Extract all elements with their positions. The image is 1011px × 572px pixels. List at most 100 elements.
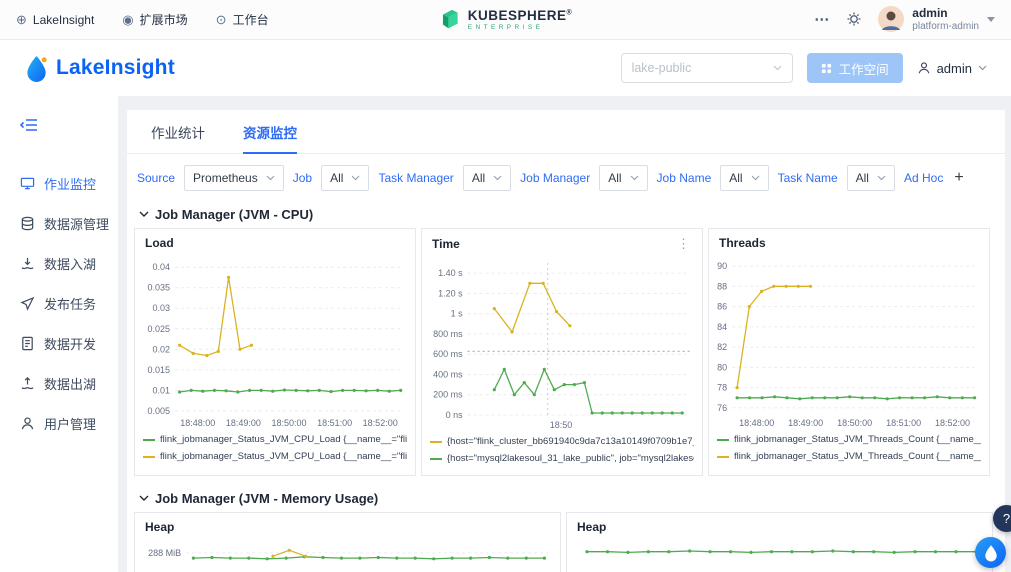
time-chart-legend: {host="flink_cluster_bb691940c9da7c13a10… bbox=[422, 431, 702, 475]
sidebar-item-label: 数据入湖 bbox=[44, 254, 96, 273]
legend-label: {host="flink_cluster_bb691940c9da7c13a10… bbox=[447, 436, 694, 447]
svg-text:0.025: 0.025 bbox=[147, 324, 170, 334]
svg-text:200 ms: 200 ms bbox=[433, 390, 463, 400]
menu-fold-icon bbox=[20, 118, 38, 132]
task-name-select[interactable]: All bbox=[847, 165, 895, 191]
person-icon bbox=[917, 61, 931, 75]
legend-item[interactable]: flink_jobmanager_Status_JVM_CPU_Load {__… bbox=[143, 431, 407, 448]
tab-job-statistics[interactable]: 作业统计 bbox=[151, 110, 205, 153]
job-manager-label: Job Manager bbox=[520, 171, 590, 185]
header-user-menu[interactable]: admin bbox=[917, 61, 987, 76]
lakeinsight-app-icon: ⊕ bbox=[16, 13, 27, 26]
main-content: 作业统计 资源监控 Source Prometheus Job All Task… bbox=[118, 96, 1011, 572]
task-manager-label: Task Manager bbox=[378, 171, 453, 185]
sidebar-item-label: 发布任务 bbox=[44, 294, 96, 313]
topnav-lakeinsight[interactable]: ⊕ LakeInsight bbox=[16, 13, 94, 27]
topnav-extension-market[interactable]: ◉ 扩展市场 bbox=[122, 11, 187, 28]
sidebar-collapse-button[interactable] bbox=[20, 118, 38, 137]
header-user-label: admin bbox=[937, 61, 972, 76]
lakeinsight-logo: LakeInsight bbox=[24, 54, 175, 83]
chart-title-threads: Threads bbox=[719, 236, 766, 250]
sidebar-item-data-out-of-lake[interactable]: 数据出湖 bbox=[0, 363, 118, 403]
topnav-workbench[interactable]: ⊙ 工作台 bbox=[216, 11, 269, 28]
topbar-nav: ⊕ LakeInsight ◉ 扩展市场 ⊙ 工作台 bbox=[16, 11, 269, 28]
svg-text:1.40 s: 1.40 s bbox=[438, 268, 463, 278]
legend-item[interactable]: flink_jobmanager_Status_JVM_Threads_Coun… bbox=[717, 431, 981, 448]
legend-item[interactable]: {host="flink_cluster_bb691940c9da7c13a10… bbox=[430, 433, 694, 450]
chevron-down-icon bbox=[351, 175, 360, 181]
task-manager-select[interactable]: All bbox=[463, 165, 511, 191]
brand-name: KUBESPHERE® bbox=[468, 9, 572, 23]
avatar bbox=[878, 6, 904, 32]
monitoring-card: 作业统计 资源监控 Source Prometheus Job All Task… bbox=[127, 110, 1005, 572]
legend-item[interactable]: flink_jobmanager_Status_JVM_Threads_Coun… bbox=[717, 448, 981, 465]
user-name: admin bbox=[912, 6, 979, 20]
job-name-select[interactable]: All bbox=[720, 165, 768, 191]
cpu-charts-row: Load 0.040.0350.030.0250.020.0150.010.00… bbox=[127, 228, 1005, 476]
chevron-down-icon bbox=[751, 175, 760, 181]
svg-text:18:49:00: 18:49:00 bbox=[226, 418, 261, 428]
topnav-label: 工作台 bbox=[233, 11, 269, 28]
chevron-down-icon bbox=[139, 211, 149, 218]
chart-menu-button[interactable]: ⋮ bbox=[675, 236, 692, 252]
sidebar-item-label: 数据出湖 bbox=[44, 374, 96, 393]
legend-label: flink_jobmanager_Status_JVM_Threads_Coun… bbox=[734, 434, 981, 445]
job-manager-select[interactable]: All bbox=[599, 165, 647, 191]
assistant-fab[interactable] bbox=[975, 537, 1006, 568]
sidebar-item-publish-task[interactable]: 发布任务 bbox=[0, 283, 118, 323]
adhoc-button[interactable]: Ad Hoc bbox=[904, 171, 943, 185]
threads-chart-legend: flink_jobmanager_Status_JVM_Threads_Coun… bbox=[709, 429, 989, 473]
legend-item[interactable]: flink_jobmanager_Status_JVM_CPU_Load {__… bbox=[143, 448, 407, 465]
person-icon bbox=[20, 416, 35, 431]
more-apps-icon[interactable]: ⋯ bbox=[814, 10, 830, 28]
heap1-chart-canvas: 288 MiB bbox=[135, 535, 560, 572]
chart-title-load: Load bbox=[145, 236, 174, 250]
workspace-button[interactable]: 工作空间 bbox=[807, 53, 903, 83]
legend-item[interactable]: {host="mysql2lakesoul_31_lake_public", j… bbox=[430, 450, 694, 467]
load-chart-canvas: 0.040.0350.030.0250.020.0150.010.00518:4… bbox=[135, 251, 415, 429]
tab-resource-monitoring[interactable]: 资源监控 bbox=[243, 110, 297, 153]
chevron-down-icon bbox=[139, 495, 149, 502]
chart-panel-threads: Threads 908886848280787618:48:0018:49:00… bbox=[708, 228, 990, 476]
sidebar-item-user-management[interactable]: 用户管理 bbox=[0, 403, 118, 443]
global-topbar: ⊕ LakeInsight ◉ 扩展市场 ⊙ 工作台 KUBESPHERE® E… bbox=[0, 0, 1011, 40]
chevron-down-icon bbox=[987, 17, 995, 22]
topbar-user-menu[interactable]: admin platform-admin bbox=[878, 6, 995, 32]
source-label: Source bbox=[137, 171, 175, 185]
chevron-down-icon bbox=[266, 175, 275, 181]
topnav-label: 扩展市场 bbox=[140, 11, 188, 28]
sidebar-item-datasource-management[interactable]: 数据源管理 bbox=[0, 203, 118, 243]
section-jvm-cpu[interactable]: Job Manager (JVM - CPU) bbox=[127, 200, 1005, 228]
chart-panel-load: Load 0.040.0350.030.0250.020.0150.010.00… bbox=[134, 228, 416, 476]
svg-text:18:50: 18:50 bbox=[550, 420, 573, 430]
svg-text:288 MiB: 288 MiB bbox=[148, 548, 181, 558]
paper-plane-icon bbox=[20, 296, 35, 311]
job-select[interactable]: All bbox=[321, 165, 369, 191]
kubesphere-logo-icon bbox=[439, 9, 461, 31]
load-chart-legend: flink_jobmanager_Status_JVM_CPU_Load {__… bbox=[135, 429, 415, 473]
svg-text:1 s: 1 s bbox=[451, 309, 464, 319]
svg-text:88: 88 bbox=[717, 281, 727, 291]
sidebar-item-data-development[interactable]: 数据开发 bbox=[0, 323, 118, 363]
sidebar-item-data-into-lake[interactable]: 数据入湖 bbox=[0, 243, 118, 283]
legend-label: flink_jobmanager_Status_JVM_CPU_Load {__… bbox=[160, 434, 407, 445]
legend-swatch bbox=[430, 441, 442, 443]
lakeinsight-logo-icon bbox=[24, 54, 49, 83]
threads-chart-canvas: 908886848280787618:48:0018:49:0018:50:00… bbox=[709, 251, 989, 429]
sidebar-item-job-monitoring[interactable]: 作业监控 bbox=[0, 163, 118, 203]
chart-title-heap-2: Heap bbox=[577, 520, 606, 534]
svg-text:0.035: 0.035 bbox=[147, 283, 170, 293]
section-jvm-memory[interactable]: Job Manager (JVM - Memory Usage) bbox=[127, 484, 1005, 512]
assistant-drop-icon bbox=[983, 544, 999, 562]
svg-text:0.02: 0.02 bbox=[152, 344, 170, 354]
chevron-down-icon bbox=[877, 175, 886, 181]
add-filter-button[interactable]: + bbox=[954, 170, 963, 186]
source-select[interactable]: Prometheus bbox=[184, 165, 284, 191]
svg-text:84: 84 bbox=[717, 322, 727, 332]
workspace-select[interactable]: lake-public bbox=[621, 53, 793, 83]
svg-text:82: 82 bbox=[717, 342, 727, 352]
data-outflow-icon bbox=[20, 376, 35, 391]
svg-text:0.03: 0.03 bbox=[152, 303, 170, 313]
settings-gear-icon[interactable] bbox=[846, 11, 862, 27]
legend-label: flink_jobmanager_Status_JVM_CPU_Load {__… bbox=[160, 451, 407, 462]
